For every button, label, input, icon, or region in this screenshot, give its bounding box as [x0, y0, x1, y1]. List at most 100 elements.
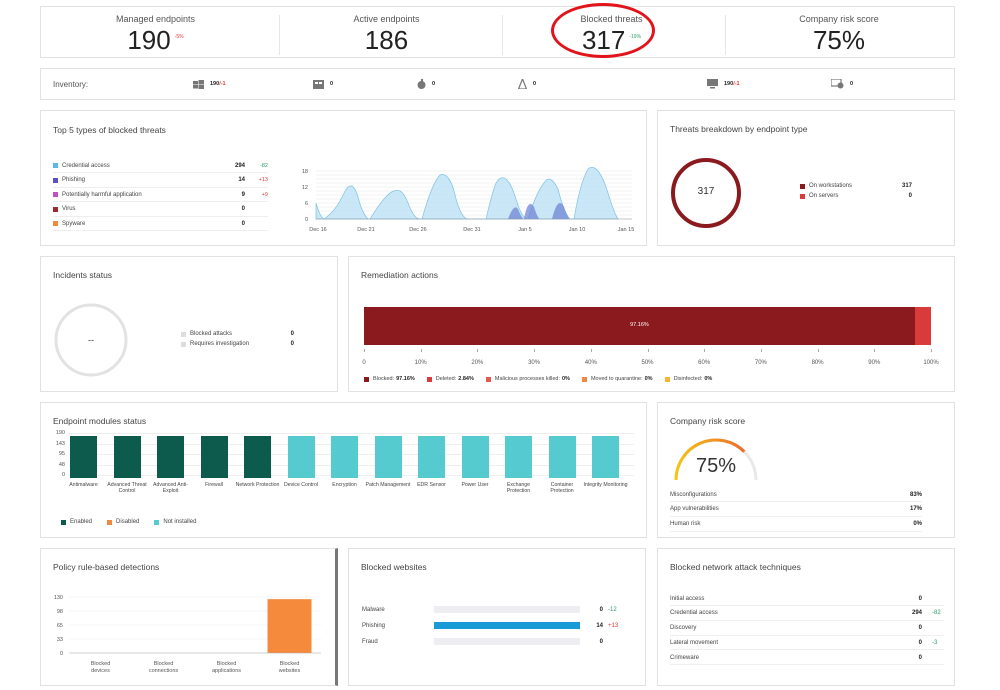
- remediation-legend-item[interactable]: Disinfected: 0%: [664, 376, 713, 382]
- module-label: Firewall: [205, 482, 223, 488]
- x-tick-mark: [477, 349, 479, 352]
- module-legend-item[interactable]: Not installed: [154, 519, 196, 525]
- remediation-legend-item[interactable]: Blocked: 97.16%: [364, 376, 415, 382]
- remediation-bar-deleted[interactable]: [914, 307, 931, 345]
- kpi-managed-endpoints[interactable]: Managed endpoints 190 -5%: [41, 7, 270, 57]
- policy-detections-card: Policy rule-based detections 130 98 65 33 0 B…: [40, 548, 338, 686]
- incident-legend-item[interactable]: Blocked attacks 0: [181, 331, 294, 337]
- module-bar[interactable]: [244, 436, 271, 478]
- threat-type-row[interactable]: Potentially harmful application 9 +9: [53, 188, 268, 203]
- kpi-company-risk-score[interactable]: Company risk score 75%: [724, 7, 954, 57]
- legend-value: 0: [908, 193, 912, 199]
- legend-label: Moved to quarantine:: [590, 376, 643, 382]
- module-label: Network Protection: [235, 482, 280, 488]
- attack-technique-label: Crimeware: [670, 654, 700, 661]
- threat-type-row[interactable]: Spyware 0: [53, 217, 268, 232]
- legend-label: Requires investigation: [190, 341, 250, 347]
- x-tick-label: 70%: [754, 360, 767, 366]
- website-category-value: 0: [599, 639, 603, 645]
- risk-factor-row[interactable]: Human risk 0%: [670, 518, 922, 532]
- website-category-bar[interactable]: [434, 622, 580, 629]
- module-bar[interactable]: [157, 436, 184, 478]
- module-legend-item[interactable]: Disabled: [107, 519, 139, 525]
- module-bar[interactable]: [592, 436, 619, 478]
- module-bar[interactable]: [331, 436, 358, 478]
- threat-type-count: 0: [241, 206, 245, 213]
- incident-legend-item[interactable]: Requires investigation 0: [181, 341, 294, 347]
- x-tick-label: Dec 31: [463, 227, 480, 233]
- inventory-physical[interactable]: 190/-1: [707, 69, 740, 99]
- attack-technique-row[interactable]: Crimeware 0: [670, 651, 944, 666]
- y-tick-label: 18: [302, 169, 308, 175]
- module-bar[interactable]: [70, 436, 97, 478]
- module-bar[interactable]: [418, 436, 445, 478]
- threat-type-row[interactable]: Credential access 294 -82: [53, 159, 268, 173]
- attack-technique-label: Credential access: [670, 610, 718, 617]
- module-legend-item[interactable]: Enabled: [61, 519, 92, 525]
- x-tick-mark: [760, 349, 762, 352]
- threat-type-label: Potentially harmful application: [62, 191, 142, 198]
- inventory-linux[interactable]: 0: [518, 69, 536, 99]
- module-bar[interactable]: [287, 436, 315, 478]
- breakdown-legend-item[interactable]: On workstations 317: [800, 183, 912, 189]
- attack-technique-delta: -3: [932, 639, 938, 646]
- legend-value: 0%: [704, 376, 713, 382]
- website-category-bar[interactable]: [434, 638, 580, 645]
- module-bar[interactable]: [374, 436, 402, 478]
- module-bar[interactable]: [113, 436, 141, 478]
- threats-breakdown-card: Threats breakdown by endpoint type 317 O…: [657, 110, 955, 246]
- blocked-websites-card: Blocked websites Malware 0 -12 Phishing 14 +1…: [348, 548, 646, 686]
- threat-type-row[interactable]: Virus 0: [53, 203, 268, 217]
- threat-type-delta: -82: [260, 162, 268, 169]
- module-bar[interactable]: [548, 436, 576, 478]
- threat-type-count: 9: [241, 191, 245, 198]
- risk-gauge: [674, 438, 758, 481]
- attack-technique-row[interactable]: Discovery 0: [670, 622, 944, 636]
- threat-type-row[interactable]: Phishing 14 +13: [53, 174, 268, 188]
- kpi-label: Active endpoints: [353, 14, 420, 24]
- legend-label: On servers: [809, 193, 839, 199]
- breakdown-legend-item[interactable]: On servers 0: [800, 193, 912, 199]
- risk-factor-row[interactable]: Misconfigurations 83%: [670, 488, 922, 502]
- network-attack-card: Blocked network attack techniques Initia…: [657, 548, 955, 686]
- module-bar[interactable]: [200, 436, 228, 478]
- legend-swatch: [800, 193, 805, 199]
- attack-technique-row[interactable]: Lateral movement 0 -3: [670, 636, 944, 651]
- donut-ring: [54, 303, 128, 377]
- inventory-virtual[interactable]: 0: [831, 69, 853, 99]
- risk-factor-row[interactable]: App vulnerabilities 17%: [670, 503, 922, 517]
- remediation-legend-item[interactable]: Deleted: 2.84%: [426, 376, 474, 382]
- remediation-legend-item[interactable]: Moved to quarantine: 0%: [581, 376, 653, 382]
- card-title: Blocked network attack techniques: [670, 562, 801, 572]
- x-tick-label: 90%: [868, 360, 881, 366]
- remediation-actions-card: Remediation actions 97.16% 0 10% 20% 30% 40%…: [348, 256, 955, 392]
- threat-type-count: 0: [241, 220, 245, 227]
- x-tick-label: Jan 5: [518, 227, 531, 233]
- linux-icon: [518, 79, 527, 89]
- module-bar[interactable]: [461, 436, 489, 478]
- x-tick-label: 30%: [528, 360, 541, 366]
- inventory-windows[interactable]: 190/-1: [193, 69, 226, 99]
- module-bar[interactable]: [505, 436, 532, 478]
- y-tick-label: 65: [57, 623, 63, 629]
- inventory-windows-server[interactable]: 0: [313, 69, 333, 99]
- kpi-active-endpoints[interactable]: Active endpoints 186: [274, 7, 499, 57]
- website-category-label: Fraud: [362, 639, 378, 645]
- legend-label: Not installed: [163, 519, 197, 525]
- card-title: Incidents status: [53, 270, 113, 280]
- website-category-label: Phishing: [362, 623, 386, 629]
- policy-bar[interactable]: [267, 599, 312, 653]
- inventory-macos[interactable]: 0: [417, 69, 435, 99]
- legend-swatch: [53, 221, 58, 227]
- risk-factor-label: Human risk: [670, 521, 701, 528]
- remediation-bar-blocked[interactable]: 97.16%: [364, 307, 915, 345]
- remediation-legend-item[interactable]: Malicious processes killed: 0%: [485, 376, 570, 382]
- website-category-bar[interactable]: [434, 606, 580, 613]
- attack-technique-row[interactable]: Initial access 0: [670, 592, 944, 606]
- kpi-delta: -5%: [174, 34, 184, 40]
- incidents-status-card: Incidents status -- Blocked attacks 0 Requ…: [40, 256, 338, 392]
- inventory-label: Inventory:: [53, 80, 89, 89]
- inventory-value: 190: [210, 81, 220, 87]
- attack-technique-row[interactable]: Credential access 294 -82: [670, 607, 944, 621]
- legend-swatch: [53, 163, 58, 168]
